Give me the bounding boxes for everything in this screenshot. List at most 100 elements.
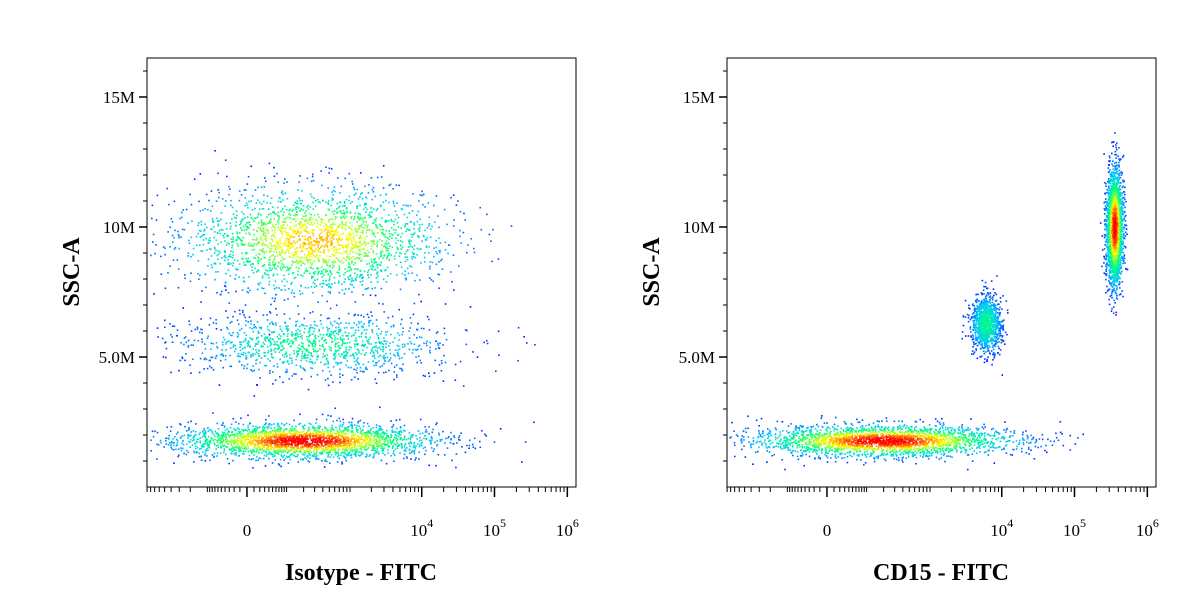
scatter-point	[281, 267, 284, 269]
scatter-point	[265, 432, 268, 435]
scatter-point	[277, 181, 279, 183]
scatter-point	[268, 251, 271, 253]
scatter-point	[365, 253, 368, 255]
scatter-point	[353, 453, 356, 456]
scatter-point	[224, 254, 226, 257]
scatter-point	[286, 443, 288, 445]
scatter-point	[290, 444, 292, 447]
scatter-point	[403, 352, 406, 355]
scatter-point	[311, 243, 313, 246]
scatter-point	[290, 446, 292, 449]
scatter-point	[338, 225, 341, 228]
scatter-point	[300, 221, 302, 223]
scatter-point	[181, 357, 184, 360]
scatter-point	[345, 251, 347, 254]
scatter-point	[229, 434, 232, 437]
scatter-point	[367, 447, 369, 450]
scatter-point	[300, 451, 302, 454]
scatter-point	[360, 429, 362, 432]
scatter-point	[376, 439, 379, 442]
scatter-point	[277, 427, 280, 430]
scatter-point	[380, 444, 382, 447]
scatter-point	[205, 286, 207, 289]
scatter-point	[343, 281, 346, 283]
scatter-point	[396, 214, 398, 216]
scatter-point	[279, 448, 281, 450]
scatter-point	[354, 452, 357, 454]
scatter-point	[396, 222, 399, 224]
scatter-point	[418, 439, 421, 442]
scatter-point	[262, 222, 264, 224]
scatter-point	[425, 245, 428, 247]
scatter-point	[402, 331, 404, 333]
scatter-point	[322, 257, 324, 260]
scatter-point	[293, 292, 295, 294]
scatter-point	[304, 253, 306, 256]
scatter-point	[329, 224, 332, 226]
scatter-point	[268, 425, 270, 428]
scatter-point	[379, 406, 381, 409]
scatter-point	[215, 249, 217, 252]
scatter-point	[270, 343, 273, 346]
scatter-point	[329, 432, 332, 435]
scatter-point	[187, 451, 190, 454]
scatter-point	[400, 207, 403, 210]
scatter-point	[326, 440, 328, 442]
scatter-point	[267, 442, 269, 444]
scatter-point	[169, 246, 171, 248]
scatter-point	[204, 443, 207, 445]
scatter-point	[348, 172, 351, 175]
scatter-point	[277, 226, 280, 229]
scatter-point	[282, 193, 284, 196]
scatter-point	[264, 423, 266, 426]
scatter-point	[304, 436, 306, 439]
scatter-point	[182, 443, 185, 446]
scatter-point	[359, 441, 361, 444]
scatter-point	[263, 252, 265, 255]
scatter-point	[295, 429, 298, 432]
scatter-point	[351, 183, 354, 185]
scatter-point	[188, 440, 190, 443]
scatter-point	[166, 426, 169, 429]
scatter-point	[239, 449, 241, 452]
scatter-point	[427, 202, 430, 204]
scatter-point	[446, 223, 448, 226]
scatter-point	[253, 233, 255, 236]
scatter-point	[372, 443, 375, 446]
scatter-point	[330, 273, 333, 275]
scatter-point	[202, 431, 204, 433]
scatter-point	[426, 237, 429, 239]
scatter-point	[288, 213, 291, 215]
scatter-point	[374, 269, 377, 271]
scatter-point	[408, 239, 411, 241]
scatter-point	[344, 331, 347, 334]
scatter-point	[314, 434, 316, 437]
scatter-point	[188, 435, 191, 438]
scatter-point	[291, 428, 294, 431]
scatter-point	[270, 439, 273, 441]
scatter-point	[351, 433, 354, 435]
scatter-point	[242, 309, 244, 312]
scatter-point	[284, 252, 286, 255]
scatter-point	[241, 220, 243, 223]
scatter-point	[347, 276, 349, 278]
scatter-point	[412, 434, 415, 436]
scatter-point	[312, 232, 314, 235]
scatter-point	[220, 228, 222, 231]
scatter-point	[340, 452, 343, 454]
scatter-point	[300, 256, 303, 258]
scatter-point	[254, 443, 256, 445]
scatter-point	[354, 450, 356, 453]
scatter-point	[175, 448, 177, 451]
scatter-point	[239, 431, 242, 433]
scatter-point	[213, 231, 216, 233]
scatter-point	[173, 248, 176, 250]
scatter-point	[343, 224, 345, 226]
scatter-point	[258, 222, 260, 224]
scatter-point	[388, 233, 391, 235]
scatter-point	[357, 212, 359, 215]
scatter-point	[423, 235, 425, 238]
scatter-point	[211, 218, 214, 220]
scatter-point	[286, 452, 289, 454]
scatter-point	[330, 415, 332, 417]
